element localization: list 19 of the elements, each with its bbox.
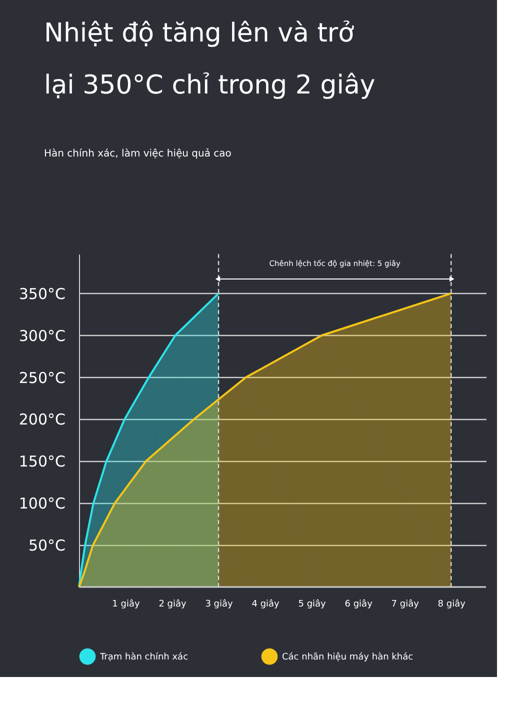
x-tick-label: 4 giây: [252, 598, 280, 610]
x-tick-label: 3 giây: [205, 598, 234, 610]
x-tick-label: 2 giây: [158, 598, 188, 610]
x-tick-label: 6 giây: [344, 598, 374, 610]
x-tick-label: 5 giây: [298, 598, 327, 610]
chart-title: Nhiệt độ tăng lên và trở lại 350°C chỉ trong 2 giây: [44, 18, 376, 100]
legend-label: Trạm hàn chính xác: [99, 652, 188, 663]
x-tick-label: 7 giây: [391, 598, 420, 610]
x-tick-label: 8 giây: [438, 598, 466, 610]
legend-label: Các nhãn hiệu máy hàn khác: [282, 652, 414, 663]
chart-subtitle: Hàn chính xác, làm việc hiệu quả cao: [44, 147, 232, 160]
y-tick-label: 350°C: [18, 284, 66, 303]
y-tick-label: 200°C: [18, 410, 66, 429]
x-tick-label: 1 giây: [112, 598, 140, 610]
y-tick-label: 150°C: [18, 452, 66, 471]
y-tick-label: 100°C: [18, 494, 66, 513]
y-tick-label: 50°C: [28, 536, 66, 555]
y-tick-label: 250°C: [18, 368, 66, 387]
y-tick-label: 300°C: [18, 326, 66, 345]
